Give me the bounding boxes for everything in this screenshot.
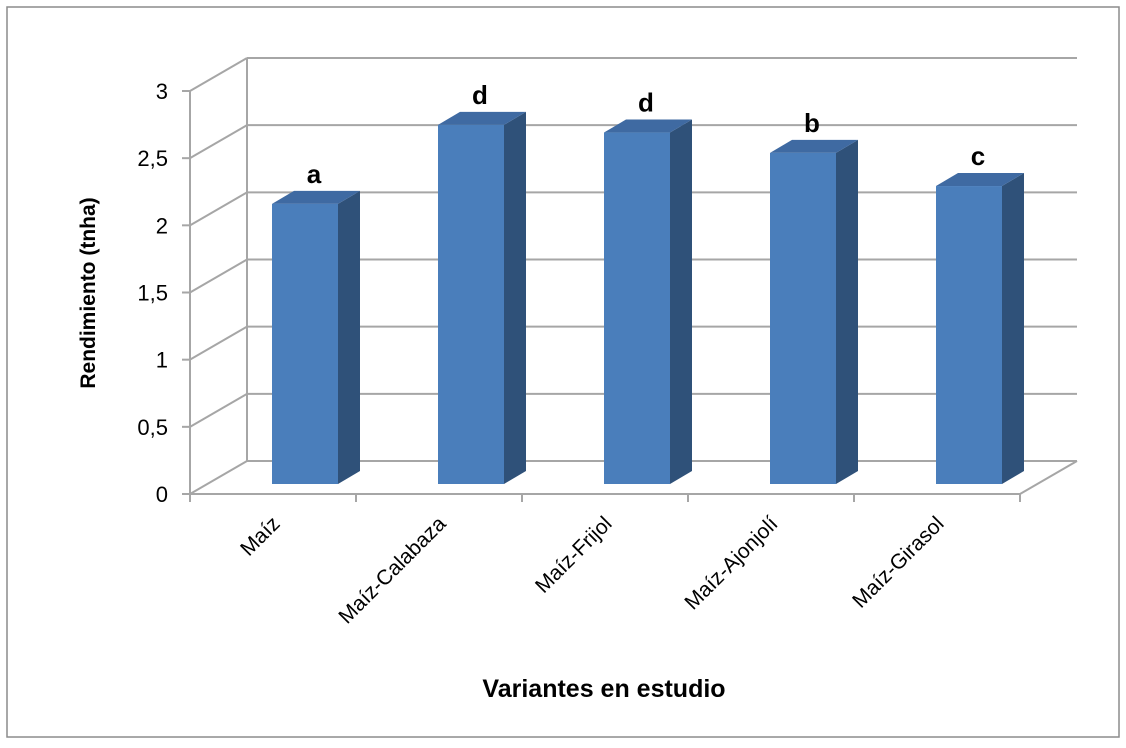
- bar: [604, 119, 692, 484]
- bar: [936, 173, 1024, 485]
- bar-side: [504, 111, 526, 485]
- bar-top: [770, 139, 858, 153]
- y-tick-label: 2,5: [137, 146, 168, 171]
- data-label: d: [638, 88, 654, 118]
- chart-frame: [6, 6, 1120, 738]
- bar-top: [438, 111, 526, 125]
- bar-side: [836, 139, 858, 484]
- bar: [770, 139, 858, 484]
- data-label: d: [472, 80, 488, 110]
- gridline-side: [189, 191, 248, 227]
- bar-front: [604, 132, 670, 484]
- bar-front: [936, 186, 1002, 485]
- bar-top: [272, 190, 360, 204]
- bar-side: [670, 119, 692, 484]
- y-axis-title: Rendimiento (tnha): [77, 197, 100, 388]
- y-tick-label: 0,5: [137, 415, 168, 440]
- bar-top: [936, 173, 1024, 187]
- gridline: [189, 57, 1077, 92]
- bar-front: [770, 152, 836, 484]
- gridline-side: [189, 325, 248, 361]
- bar-top: [604, 119, 692, 133]
- gridline-side: [189, 57, 248, 92]
- data-label: b: [804, 108, 820, 138]
- y-tick-label: 0: [156, 482, 168, 507]
- data-label: a: [307, 159, 322, 189]
- data-label: c: [971, 141, 985, 171]
- bar-front: [438, 124, 504, 485]
- gridline-side: [189, 392, 248, 428]
- y-tick-label: 3: [156, 79, 168, 104]
- bar-side: [338, 190, 360, 484]
- y-tick-label: 2: [156, 213, 168, 238]
- y-tick-label: 1: [156, 348, 168, 373]
- bar: [438, 111, 526, 485]
- bar-side: [1002, 173, 1024, 485]
- bar-front: [272, 203, 338, 484]
- y-tick-label: 1,5: [137, 281, 168, 306]
- y-tick-labels: 0 0,5 1 1,5 2 2,5 3: [137, 79, 168, 507]
- gridline-side: [189, 460, 248, 495]
- gridline-side: [189, 258, 248, 294]
- x-axis-title: Variantes en estudio: [482, 675, 725, 703]
- bar: [272, 190, 360, 484]
- bars: [272, 111, 1024, 485]
- gridline: [189, 460, 248, 495]
- gridline-side: [189, 124, 248, 160]
- data-labels: a d d b c: [307, 80, 985, 189]
- floor-right-edge: [1019, 460, 1078, 495]
